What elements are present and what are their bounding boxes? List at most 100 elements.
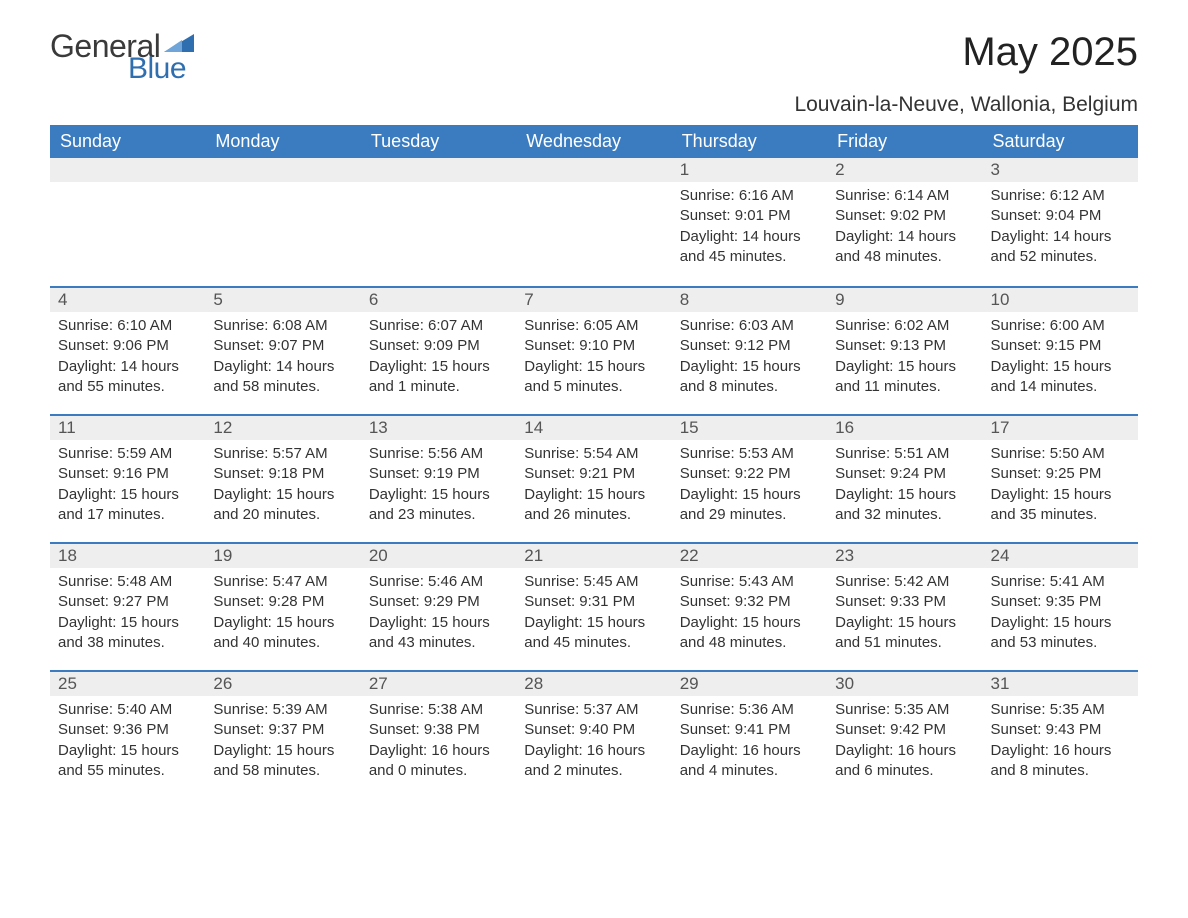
sunrise-text: Sunrise: 5:50 AM — [991, 444, 1130, 464]
daylight-text: Daylight: 15 hours and 26 minutes. — [524, 485, 663, 526]
day-content: Sunrise: 6:16 AMSunset: 9:01 PMDaylight:… — [672, 182, 827, 275]
day-content: Sunrise: 5:59 AMSunset: 9:16 PMDaylight:… — [50, 440, 205, 533]
daylight-text: Daylight: 16 hours and 6 minutes. — [835, 741, 974, 782]
sunrise-text: Sunrise: 5:38 AM — [369, 700, 508, 720]
sunset-text: Sunset: 9:02 PM — [835, 206, 974, 226]
sunset-text: Sunset: 9:21 PM — [524, 464, 663, 484]
day-content: Sunrise: 6:12 AMSunset: 9:04 PMDaylight:… — [983, 182, 1138, 275]
day-number: 18 — [50, 542, 205, 568]
sunrise-text: Sunrise: 5:53 AM — [680, 444, 819, 464]
sunrise-text: Sunrise: 6:16 AM — [680, 186, 819, 206]
day-number: 6 — [361, 286, 516, 312]
sunrise-text: Sunrise: 5:56 AM — [369, 444, 508, 464]
daylight-text: Daylight: 15 hours and 8 minutes. — [680, 357, 819, 398]
weekday-header: Tuesday — [361, 125, 516, 158]
day-number: 20 — [361, 542, 516, 568]
sunrise-text: Sunrise: 5:54 AM — [524, 444, 663, 464]
day-content: Sunrise: 5:56 AMSunset: 9:19 PMDaylight:… — [361, 440, 516, 533]
day-content: Sunrise: 5:51 AMSunset: 9:24 PMDaylight:… — [827, 440, 982, 533]
day-content: Sunrise: 5:39 AMSunset: 9:37 PMDaylight:… — [205, 696, 360, 789]
day-content: Sunrise: 5:57 AMSunset: 9:18 PMDaylight:… — [205, 440, 360, 533]
sunset-text: Sunset: 9:18 PM — [213, 464, 352, 484]
day-number: 8 — [672, 286, 827, 312]
daylight-text: Daylight: 15 hours and 14 minutes. — [991, 357, 1130, 398]
daylight-text: Daylight: 15 hours and 51 minutes. — [835, 613, 974, 654]
daylight-text: Daylight: 15 hours and 40 minutes. — [213, 613, 352, 654]
day-number: 27 — [361, 670, 516, 696]
day-number: 22 — [672, 542, 827, 568]
day-content: Sunrise: 5:38 AMSunset: 9:38 PMDaylight:… — [361, 696, 516, 789]
day-content: Sunrise: 5:46 AMSunset: 9:29 PMDaylight:… — [361, 568, 516, 661]
calendar-cell-blank — [205, 158, 360, 286]
daylight-text: Daylight: 15 hours and 17 minutes. — [58, 485, 197, 526]
day-number: 28 — [516, 670, 671, 696]
day-number: 1 — [672, 158, 827, 182]
sunrise-text: Sunrise: 5:39 AM — [213, 700, 352, 720]
day-content: Sunrise: 5:54 AMSunset: 9:21 PMDaylight:… — [516, 440, 671, 533]
logo: General Blue — [50, 30, 194, 84]
sunrise-text: Sunrise: 6:07 AM — [369, 316, 508, 336]
day-content: Sunrise: 6:14 AMSunset: 9:02 PMDaylight:… — [827, 182, 982, 275]
sunrise-text: Sunrise: 5:40 AM — [58, 700, 197, 720]
sunrise-text: Sunrise: 6:14 AM — [835, 186, 974, 206]
sunrise-text: Sunrise: 6:03 AM — [680, 316, 819, 336]
weekday-header: Wednesday — [516, 125, 671, 158]
calendar-cell: 20Sunrise: 5:46 AMSunset: 9:29 PMDayligh… — [361, 542, 516, 670]
sunset-text: Sunset: 9:36 PM — [58, 720, 197, 740]
day-number: 4 — [50, 286, 205, 312]
daylight-text: Daylight: 16 hours and 4 minutes. — [680, 741, 819, 782]
sunset-text: Sunset: 9:01 PM — [680, 206, 819, 226]
calendar-cell: 30Sunrise: 5:35 AMSunset: 9:42 PMDayligh… — [827, 670, 982, 798]
sunrise-text: Sunrise: 6:00 AM — [991, 316, 1130, 336]
sunrise-text: Sunrise: 5:57 AM — [213, 444, 352, 464]
sunrise-text: Sunrise: 5:43 AM — [680, 572, 819, 592]
day-number: 11 — [50, 414, 205, 440]
calendar-cell: 2Sunrise: 6:14 AMSunset: 9:02 PMDaylight… — [827, 158, 982, 286]
daylight-text: Daylight: 15 hours and 29 minutes. — [680, 485, 819, 526]
calendar-cell: 13Sunrise: 5:56 AMSunset: 9:19 PMDayligh… — [361, 414, 516, 542]
day-number: 30 — [827, 670, 982, 696]
calendar-cell: 14Sunrise: 5:54 AMSunset: 9:21 PMDayligh… — [516, 414, 671, 542]
sunrise-text: Sunrise: 6:12 AM — [991, 186, 1130, 206]
day-number — [516, 158, 671, 182]
day-number — [50, 158, 205, 182]
day-number: 14 — [516, 414, 671, 440]
day-number: 17 — [983, 414, 1138, 440]
calendar-week: 18Sunrise: 5:48 AMSunset: 9:27 PMDayligh… — [50, 542, 1138, 670]
sunrise-text: Sunrise: 5:45 AM — [524, 572, 663, 592]
day-content: Sunrise: 5:50 AMSunset: 9:25 PMDaylight:… — [983, 440, 1138, 533]
day-number — [361, 158, 516, 182]
sunset-text: Sunset: 9:10 PM — [524, 336, 663, 356]
daylight-text: Daylight: 14 hours and 55 minutes. — [58, 357, 197, 398]
calendar-cell: 7Sunrise: 6:05 AMSunset: 9:10 PMDaylight… — [516, 286, 671, 414]
sunrise-text: Sunrise: 6:10 AM — [58, 316, 197, 336]
sunset-text: Sunset: 9:27 PM — [58, 592, 197, 612]
weekday-header: Saturday — [983, 125, 1138, 158]
calendar-cell-blank — [516, 158, 671, 286]
day-content: Sunrise: 6:05 AMSunset: 9:10 PMDaylight:… — [516, 312, 671, 405]
daylight-text: Daylight: 15 hours and 20 minutes. — [213, 485, 352, 526]
calendar-cell: 26Sunrise: 5:39 AMSunset: 9:37 PMDayligh… — [205, 670, 360, 798]
day-number: 10 — [983, 286, 1138, 312]
day-content: Sunrise: 6:03 AMSunset: 9:12 PMDaylight:… — [672, 312, 827, 405]
daylight-text: Daylight: 15 hours and 5 minutes. — [524, 357, 663, 398]
day-content: Sunrise: 6:00 AMSunset: 9:15 PMDaylight:… — [983, 312, 1138, 405]
calendar-cell: 16Sunrise: 5:51 AMSunset: 9:24 PMDayligh… — [827, 414, 982, 542]
calendar-cell: 24Sunrise: 5:41 AMSunset: 9:35 PMDayligh… — [983, 542, 1138, 670]
calendar-cell: 9Sunrise: 6:02 AMSunset: 9:13 PMDaylight… — [827, 286, 982, 414]
daylight-text: Daylight: 15 hours and 23 minutes. — [369, 485, 508, 526]
day-content: Sunrise: 6:07 AMSunset: 9:09 PMDaylight:… — [361, 312, 516, 405]
calendar-cell: 8Sunrise: 6:03 AMSunset: 9:12 PMDaylight… — [672, 286, 827, 414]
sunset-text: Sunset: 9:15 PM — [991, 336, 1130, 356]
calendar-header-row: SundayMondayTuesdayWednesdayThursdayFrid… — [50, 125, 1138, 158]
sunrise-text: Sunrise: 5:59 AM — [58, 444, 197, 464]
weekday-header: Sunday — [50, 125, 205, 158]
daylight-text: Daylight: 15 hours and 43 minutes. — [369, 613, 508, 654]
calendar-table: SundayMondayTuesdayWednesdayThursdayFrid… — [50, 125, 1138, 798]
calendar-cell: 11Sunrise: 5:59 AMSunset: 9:16 PMDayligh… — [50, 414, 205, 542]
day-content: Sunrise: 5:36 AMSunset: 9:41 PMDaylight:… — [672, 696, 827, 789]
day-number: 23 — [827, 542, 982, 568]
day-content: Sunrise: 6:08 AMSunset: 9:07 PMDaylight:… — [205, 312, 360, 405]
calendar-cell: 3Sunrise: 6:12 AMSunset: 9:04 PMDaylight… — [983, 158, 1138, 286]
sunrise-text: Sunrise: 5:42 AM — [835, 572, 974, 592]
